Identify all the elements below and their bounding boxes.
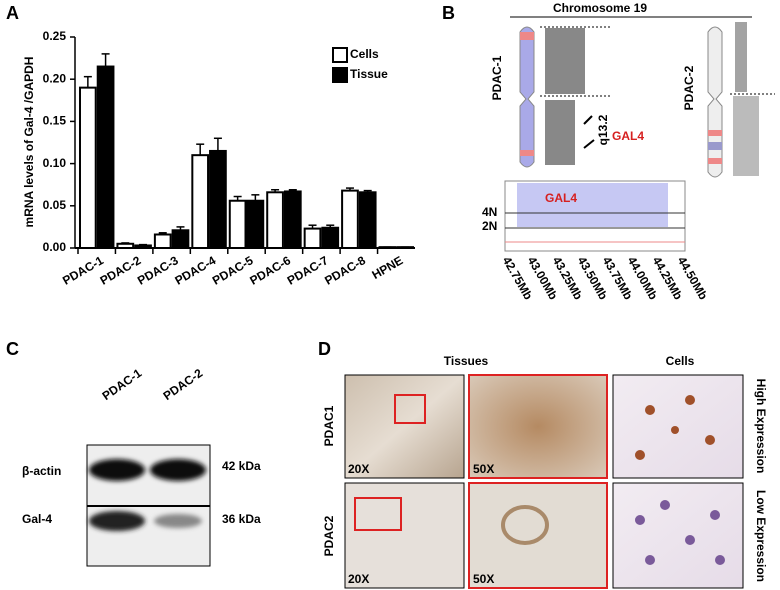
legend-swatch <box>332 67 348 83</box>
copy-number-dots <box>540 22 775 176</box>
x-tick-label: PDAC-8 <box>322 253 368 288</box>
row-header: PDAC1 <box>322 405 336 446</box>
protein-label: Gal-4 <box>22 512 52 526</box>
bar <box>116 242 135 249</box>
panel-label: D <box>318 339 331 359</box>
x-tick-label: PDAC-5 <box>210 253 256 288</box>
bar <box>96 65 115 250</box>
bar <box>358 191 377 250</box>
panel-label: B <box>442 3 455 23</box>
x-tick-label: PDAC-6 <box>247 253 293 288</box>
legend-swatch <box>332 47 348 63</box>
chromosome-title: Chromosome 19 <box>553 1 647 15</box>
x-tick-label: PDAC-2 <box>98 253 144 288</box>
y-tick-label: 0.25 <box>43 29 67 43</box>
bar <box>171 229 190 249</box>
gene-label: GAL4 <box>612 129 644 143</box>
bar <box>341 189 359 249</box>
bar <box>153 233 172 250</box>
x-tick-label: HPNE <box>369 253 405 282</box>
sample-label: PDAC-1 <box>490 55 504 100</box>
size-label: 42 kDa <box>222 459 261 473</box>
expression-label: Low Expression <box>754 490 768 582</box>
x-tick-label: PDAC-4 <box>172 253 218 288</box>
x-tick-label: PDAC-7 <box>285 253 331 288</box>
micrographs <box>344 374 744 589</box>
bar <box>191 154 210 249</box>
bar <box>209 149 227 249</box>
bar <box>266 191 284 250</box>
magnification: 50X <box>473 572 494 586</box>
bar <box>78 86 97 249</box>
bar <box>321 226 340 250</box>
column-header: Tissues <box>444 354 489 368</box>
bar <box>283 190 302 249</box>
y-tick-label: 0.10 <box>43 156 67 170</box>
y-tick-label: 0.05 <box>43 198 67 212</box>
blot-bands <box>89 459 206 531</box>
protein-label: β-actin <box>22 464 61 478</box>
y-tick-label: 0.00 <box>43 240 67 254</box>
x-tick-label: PDAC-3 <box>135 253 181 288</box>
bar <box>134 244 152 250</box>
position-labels: 42.75Mb43.00Mb43.25Mb43.50Mb43.75Mb44.00… <box>500 254 711 302</box>
panel-label: C <box>6 339 19 359</box>
y-tick-label: 0.15 <box>43 114 67 128</box>
bar <box>246 199 265 249</box>
size-label: 36 kDa <box>222 512 261 526</box>
column-header: Cells <box>666 354 695 368</box>
bar-chart: 0.000.050.100.150.200.25PDAC-1PDAC-2PDAC… <box>43 29 415 288</box>
y-axis-label: mRNA levels of Gal-4 /GAPDH <box>22 57 36 228</box>
magnification: 50X <box>473 462 494 476</box>
legend-label: Tissue <box>350 67 388 81</box>
expression-label: High Expression <box>754 379 768 474</box>
sample-label: PDAC-2 <box>682 65 696 110</box>
bar <box>303 227 322 249</box>
row-header: PDAC2 <box>322 515 336 556</box>
magnification: 20X <box>348 462 369 476</box>
copy-number-label: 4N <box>482 205 497 219</box>
bar <box>396 246 415 250</box>
bar <box>378 246 397 250</box>
bar <box>228 199 247 249</box>
gene-label: GAL4 <box>545 191 577 205</box>
gene-region <box>517 183 668 227</box>
ideogram <box>519 26 723 178</box>
x-tick-label: PDAC-1 <box>60 253 106 288</box>
copy-number-label: 2N <box>482 219 497 233</box>
lane-label: PDAC-1 <box>100 366 145 403</box>
band-label: q13.2 <box>596 114 610 145</box>
legend-label: Cells <box>350 47 379 61</box>
lane-label: PDAC-2 <box>161 366 206 403</box>
y-tick-label: 0.20 <box>43 71 67 85</box>
panel-label: A <box>6 3 19 23</box>
magnification: 20X <box>348 572 369 586</box>
